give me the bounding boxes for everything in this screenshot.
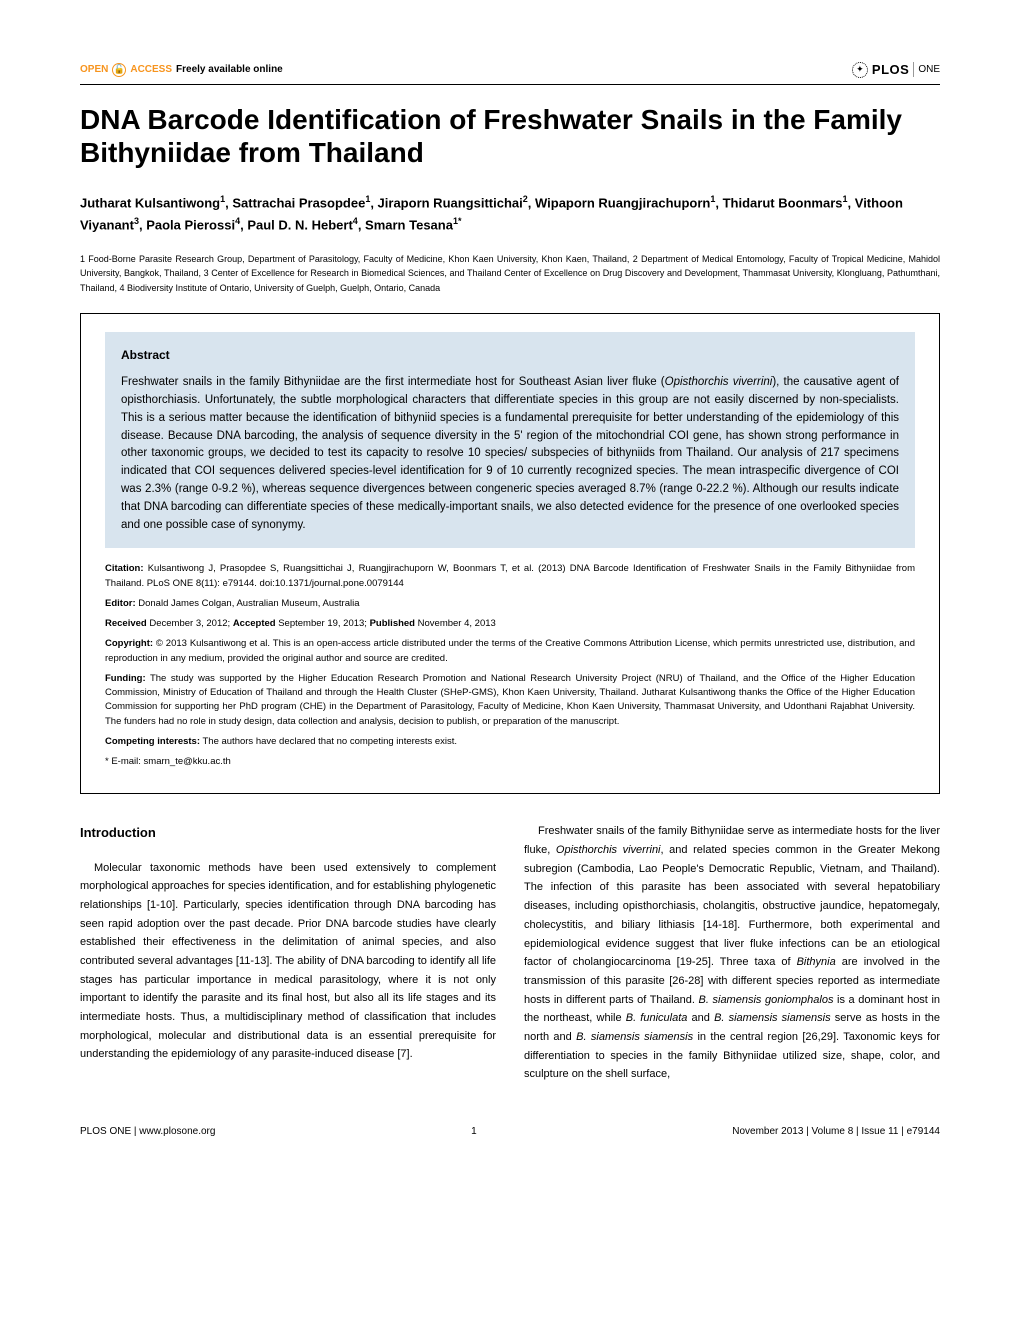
published-label: Published — [370, 618, 415, 629]
accepted-label: Accepted — [233, 618, 276, 629]
access-text: ACCESS — [130, 62, 172, 77]
citation-label: Citation: — [105, 563, 144, 574]
received-label: Received — [105, 618, 147, 629]
intro-heading: Introduction — [80, 822, 496, 844]
plos-logo: ✦ PLOS ONE — [852, 60, 940, 80]
meta-block: Citation: Kulsantiwong J, Prasopdee S, R… — [105, 562, 915, 769]
copyright-line: Copyright: © 2013 Kulsantiwong et al. Th… — [105, 637, 915, 666]
column-right: Freshwater snails of the family Bithynii… — [524, 822, 940, 1084]
body-columns: Introduction Molecular taxonomic methods… — [80, 822, 940, 1084]
open-access-badge: OPEN 🔓 ACCESS Freely available online — [80, 62, 283, 77]
copyright-label: Copyright: — [105, 638, 153, 649]
copyright-text: © 2013 Kulsantiwong et al. This is an op… — [105, 638, 915, 663]
dates-line: Received December 3, 2012; Accepted Sept… — [105, 617, 915, 631]
open-text: OPEN — [80, 62, 108, 77]
footer-left: PLOS ONE | www.plosone.org — [80, 1124, 215, 1139]
editor-text: Donald James Colgan, Australian Museum, … — [138, 598, 359, 609]
funding-label: Funding: — [105, 673, 146, 684]
freely-text: Freely available online — [176, 62, 283, 77]
funding-line: Funding: The study was supported by the … — [105, 672, 915, 729]
abstract-heading: Abstract — [121, 346, 899, 364]
editor-label: Editor: — [105, 598, 136, 609]
citation-line: Citation: Kulsantiwong J, Prasopdee S, R… — [105, 562, 915, 591]
funding-text: The study was supported by the Higher Ed… — [105, 673, 915, 727]
published-text: November 4, 2013 — [418, 618, 496, 629]
column-left: Introduction Molecular taxonomic methods… — [80, 822, 496, 1084]
plos-icon: ✦ — [852, 62, 868, 78]
intro-para-2: Freshwater snails of the family Bithynii… — [524, 822, 940, 1084]
abstract-box: Abstract Freshwater snails in the family… — [80, 313, 940, 794]
abstract-text: Freshwater snails in the family Bithynii… — [121, 374, 899, 534]
competing-line: Competing interests: The authors have de… — [105, 735, 915, 749]
editor-line: Editor: Donald James Colgan, Australian … — [105, 597, 915, 611]
one-text: ONE — [913, 62, 940, 77]
lock-icon: 🔓 — [112, 63, 126, 77]
header-bar: OPEN 🔓 ACCESS Freely available online ✦ … — [80, 60, 940, 85]
footer-right: November 2013 | Volume 8 | Issue 11 | e7… — [732, 1124, 940, 1139]
article-title: DNA Barcode Identification of Freshwater… — [80, 103, 940, 170]
intro-para-1: Molecular taxonomic methods have been us… — [80, 859, 496, 1065]
citation-text: Kulsantiwong J, Prasopdee S, Ruangsittic… — [105, 563, 915, 588]
accepted-text: September 19, 2013; — [278, 618, 367, 629]
competing-label: Competing interests: — [105, 736, 200, 747]
abstract-inner: Abstract Freshwater snails in the family… — [105, 332, 915, 548]
plos-text: PLOS — [872, 60, 909, 80]
competing-text: The authors have declared that no compet… — [202, 736, 457, 747]
affiliations: 1 Food-Borne Parasite Research Group, De… — [80, 252, 940, 295]
authors: Jutharat Kulsantiwong1, Sattrachai Praso… — [80, 192, 940, 236]
email-line: * E-mail: smarn_te@kku.ac.th — [105, 755, 915, 769]
received-text: December 3, 2012; — [149, 618, 230, 629]
footer-center: 1 — [471, 1124, 477, 1139]
footer: PLOS ONE | www.plosone.org 1 November 20… — [80, 1118, 940, 1139]
